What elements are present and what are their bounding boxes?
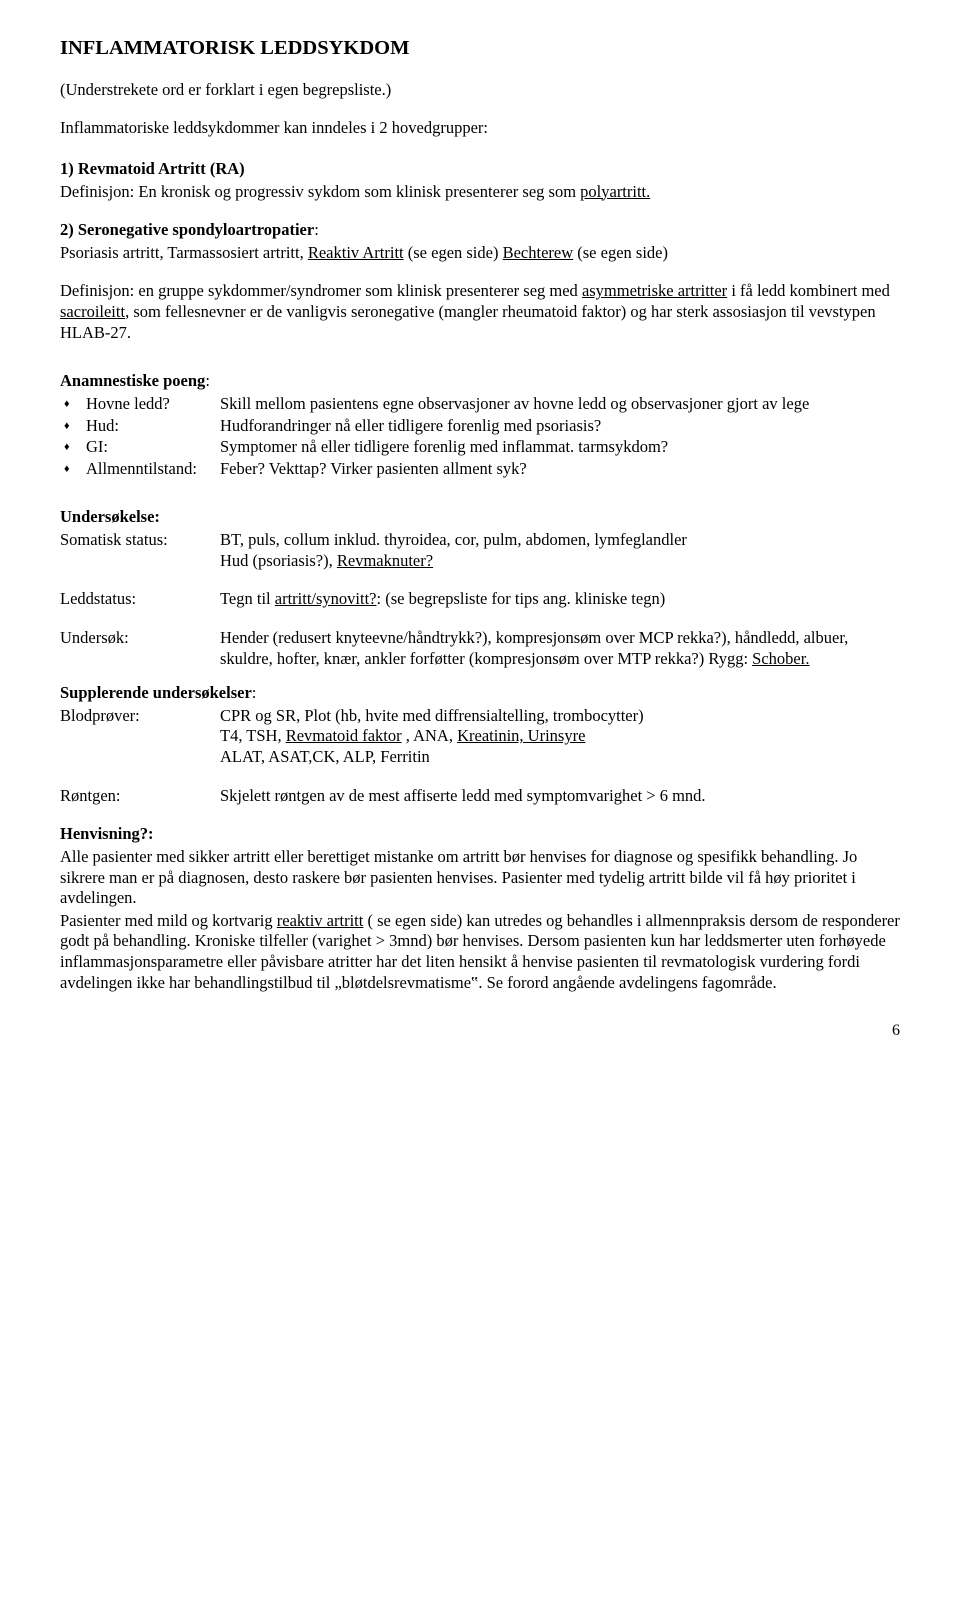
anamnestic-text: Skill mellom pasientens egne observasjon…	[220, 394, 900, 415]
exam-label: Undersøk:	[60, 628, 220, 669]
suppl-label: Røntgen:	[60, 786, 220, 807]
group2-def-u2: sacroileitt	[60, 302, 125, 321]
group1-def-prefix: Definisjon: En kronisk og progressiv syk…	[60, 182, 580, 201]
group2-ex-u1: Reaktiv Artritt	[308, 243, 404, 262]
exam-line: Hender (redusert knyteevne/håndtrykk?), …	[220, 628, 900, 669]
suppl-row-rontgen: Røntgen: Skjelett røntgen av de mest aff…	[60, 786, 900, 807]
exam-section: Undersøkelse: Somatisk status: BT, puls,…	[60, 507, 900, 669]
group2-examples: Psoriasis artritt, Tarmassosiert artritt…	[60, 243, 900, 264]
exam-line-u: artritt/synovitt?	[275, 589, 377, 608]
suppl-heading-line: Supplerende undersøkelser:	[60, 683, 900, 704]
group1-def-underline: polyartritt.	[580, 182, 650, 201]
exam-text: Hender (redusert knyteevne/håndtrykk?), …	[220, 628, 900, 669]
suppl-line: Skjelett røntgen av de mest affiserte le…	[220, 786, 900, 807]
suppl-text: Skjelett røntgen av de mest affiserte le…	[220, 786, 900, 807]
suppl-text: CPR og SR, Plot (hb, hvite med diffrensi…	[220, 706, 900, 768]
list-item: Hovne ledd? Skill mellom pasientens egne…	[60, 394, 900, 415]
group2-heading-line: 2) Seronegative spondyloartropatier:	[60, 220, 900, 241]
suppl-row-blod: Blodprøver: CPR og SR, Plot (hb, hvite m…	[60, 706, 900, 768]
anamnestic-heading-line: Anamnestiske poeng:	[60, 371, 900, 392]
suppl-line-u2: Kreatinin, Urinsyre	[457, 726, 585, 745]
suppl-line: T4, TSH, Revmatoid faktor , ANA, Kreatin…	[220, 726, 900, 747]
anamnestic-label: Hud:	[86, 416, 220, 437]
anamnestic-section: Anamnestiske poeng: Hovne ledd? Skill me…	[60, 371, 900, 479]
anamnestic-text: Symptomer nå eller tidligere forenlig me…	[220, 437, 900, 458]
exam-row-leddstatus: Leddstatus: Tegn til artritt/synovitt?: …	[60, 589, 900, 610]
exam-line: Tegn til artritt/synovitt?: (se begrepsl…	[220, 589, 900, 610]
referral-heading: Henvisning?:	[60, 824, 900, 845]
suppl-label: Blodprøver:	[60, 706, 220, 768]
page-number: 6	[60, 1021, 900, 1041]
group1-heading: 1) Revmatoid Artritt (RA)	[60, 159, 900, 180]
referral-p2u: reaktiv artritt	[277, 911, 364, 930]
suppl-line-post: , ANA,	[402, 726, 457, 745]
referral-p2: Pasienter med mild og kortvarig reaktiv …	[60, 911, 900, 994]
intro-line: Inflammatoriske leddsykdommer kan inndel…	[60, 118, 900, 139]
suppl-section: Supplerende undersøkelser: Blodprøver: C…	[60, 683, 900, 806]
referral-p2a: Pasienter med mild og kortvarig	[60, 911, 277, 930]
exam-line-pre: Hud (psoriasis?),	[220, 551, 337, 570]
group2-ex-suffix: (se egen side)	[573, 243, 668, 262]
group2-definition: Definisjon: en gruppe sykdommer/syndrome…	[60, 281, 900, 343]
exam-heading: Undersøkelse:	[60, 507, 900, 528]
exam-text: Tegn til artritt/synovitt?: (se begrepsl…	[220, 589, 900, 610]
exam-line: Hud (psoriasis?), Revmaknuter?	[220, 551, 900, 572]
page-title: INFLAMMATORISK LEDDSYKDOM	[60, 36, 900, 62]
group2-heading: 2) Seronegative spondyloartropatier	[60, 220, 314, 239]
group2-ex-mid: (se egen side)	[404, 243, 503, 262]
exam-line-post: : (se begrepsliste for tips ang. klinisk…	[377, 589, 666, 608]
referral-section: Henvisning?: Alle pasienter med sikker a…	[60, 824, 900, 993]
exam-text: BT, puls, collum inklud. thyroidea, cor,…	[220, 530, 900, 571]
subtitle: (Understrekete ord er forklart i egen be…	[60, 80, 900, 101]
exam-line-u: Schober.	[752, 649, 809, 668]
exam-row-somatisk: Somatisk status: BT, puls, collum inklud…	[60, 530, 900, 571]
group1-definition: Definisjon: En kronisk og progressiv syk…	[60, 182, 900, 203]
exam-line: BT, puls, collum inklud. thyroidea, cor,…	[220, 530, 900, 551]
exam-label: Somatisk status:	[60, 530, 220, 571]
suppl-heading: Supplerende undersøkelser	[60, 683, 252, 702]
exam-label: Leddstatus:	[60, 589, 220, 610]
suppl-line: CPR og SR, Plot (hb, hvite med diffrensi…	[220, 706, 900, 727]
group2-ex-u2: Bechterew	[503, 243, 574, 262]
group2-def-p1: Definisjon: en gruppe sykdommer/syndrome…	[60, 281, 582, 300]
exam-line-pre: Tegn til	[220, 589, 275, 608]
list-item: Hud: Hudforandringer nå eller tidligere …	[60, 416, 900, 437]
list-item: Allmenntilstand: Feber? Vekttap? Virker …	[60, 459, 900, 480]
suppl-line: ALAT, ASAT,CK, ALP, Ferritin	[220, 747, 900, 768]
anamnestic-label: Hovne ledd?	[86, 394, 220, 415]
list-item: GI: Symptomer nå eller tidligere forenli…	[60, 437, 900, 458]
anamnestic-label: GI:	[86, 437, 220, 458]
anamnestic-text: Feber? Vekttap? Virker pasienten allment…	[220, 459, 900, 480]
group2-def-p2: i få ledd kombinert med	[727, 281, 890, 300]
anamnestic-text: Hudforandringer nå eller tidligere foren…	[220, 416, 900, 437]
group2-def-p3: , som fellesnevner er de vanligvis seron…	[60, 302, 876, 342]
exam-line-u: Revmaknuter?	[337, 551, 433, 570]
exam-row-undersok: Undersøk: Hender (redusert knyteevne/hån…	[60, 628, 900, 669]
suppl-line-u: Revmatoid faktor	[286, 726, 402, 745]
anamnestic-heading: Anamnestiske poeng	[60, 371, 205, 390]
suppl-line-pre: T4, TSH,	[220, 726, 286, 745]
group2-ex-prefix: Psoriasis artritt, Tarmassosiert artritt…	[60, 243, 308, 262]
referral-p1: Alle pasienter med sikker artritt eller …	[60, 847, 900, 909]
anamnestic-list: Hovne ledd? Skill mellom pasientens egne…	[60, 394, 900, 480]
anamnestic-label: Allmenntilstand:	[86, 459, 220, 480]
group2-def-u1: asymmetriske artritter	[582, 281, 727, 300]
